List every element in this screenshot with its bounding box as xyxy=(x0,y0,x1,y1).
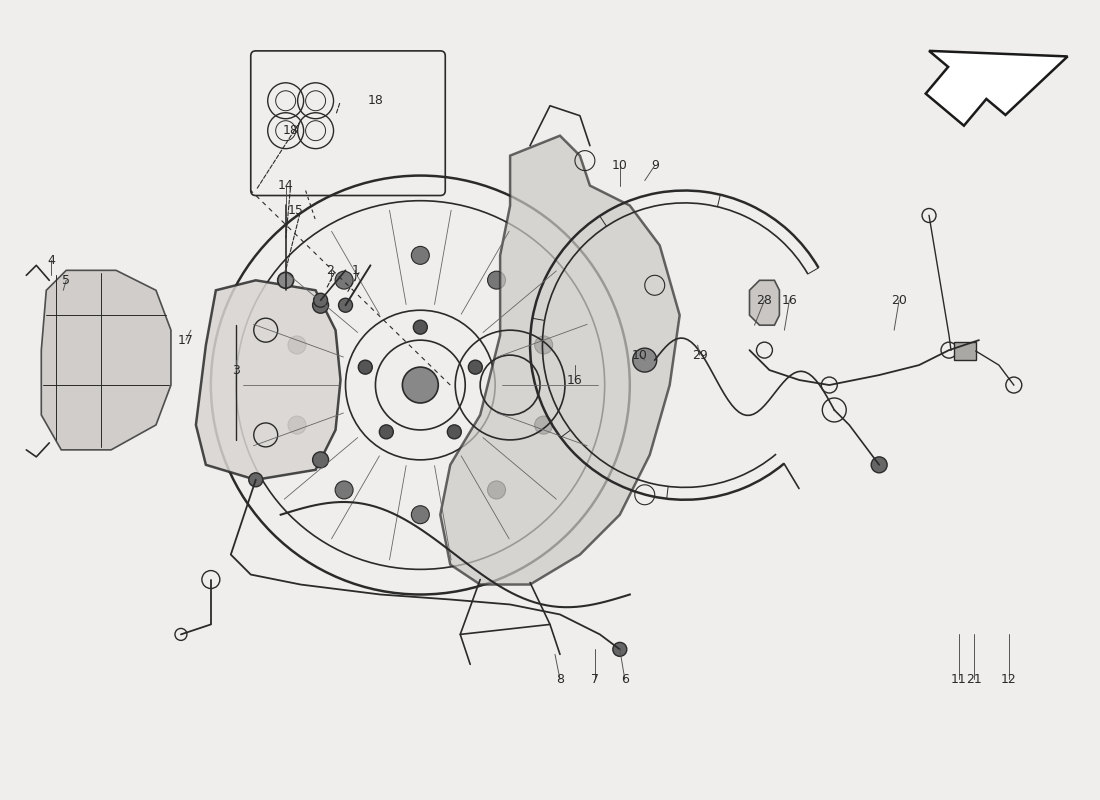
Circle shape xyxy=(312,298,329,314)
Circle shape xyxy=(448,425,461,439)
Text: 21: 21 xyxy=(966,673,982,686)
Circle shape xyxy=(411,246,429,264)
Circle shape xyxy=(249,473,263,486)
Polygon shape xyxy=(196,280,341,480)
Circle shape xyxy=(339,298,352,312)
Circle shape xyxy=(314,294,328,307)
Circle shape xyxy=(288,336,306,354)
Circle shape xyxy=(535,416,552,434)
Text: 14: 14 xyxy=(278,179,294,192)
Circle shape xyxy=(312,452,329,468)
Text: 29: 29 xyxy=(692,349,707,362)
Circle shape xyxy=(469,360,482,374)
Circle shape xyxy=(359,360,372,374)
Circle shape xyxy=(487,271,506,289)
Text: 5: 5 xyxy=(63,274,70,287)
Text: 17: 17 xyxy=(178,334,194,346)
Text: 15: 15 xyxy=(288,204,304,217)
Text: 3: 3 xyxy=(232,363,240,377)
Text: 9: 9 xyxy=(651,159,659,172)
Text: 20: 20 xyxy=(891,294,908,306)
Text: 12: 12 xyxy=(1001,673,1016,686)
Text: 7: 7 xyxy=(591,673,598,686)
Circle shape xyxy=(871,457,887,473)
Circle shape xyxy=(379,425,394,439)
Polygon shape xyxy=(749,280,780,325)
Polygon shape xyxy=(42,270,170,450)
Circle shape xyxy=(277,272,294,288)
Text: 16: 16 xyxy=(781,294,798,306)
Circle shape xyxy=(535,336,552,354)
Bar xyxy=(954,342,976,360)
Circle shape xyxy=(336,481,353,499)
Circle shape xyxy=(336,271,353,289)
Text: 2: 2 xyxy=(327,264,334,277)
Polygon shape xyxy=(440,136,680,585)
Text: 28: 28 xyxy=(757,294,772,306)
Text: 11: 11 xyxy=(952,673,967,686)
Circle shape xyxy=(613,642,627,656)
Text: 10: 10 xyxy=(612,159,628,172)
Text: 18: 18 xyxy=(283,124,298,137)
Text: 8: 8 xyxy=(556,673,564,686)
Text: 16: 16 xyxy=(568,374,583,386)
Polygon shape xyxy=(926,51,1068,126)
Text: 6: 6 xyxy=(620,673,629,686)
Circle shape xyxy=(403,367,438,403)
Text: 1: 1 xyxy=(352,264,360,277)
Text: 18: 18 xyxy=(367,94,384,107)
Text: 4: 4 xyxy=(47,254,55,267)
Circle shape xyxy=(288,416,306,434)
Circle shape xyxy=(487,481,506,499)
Circle shape xyxy=(411,506,429,524)
Circle shape xyxy=(414,320,427,334)
Circle shape xyxy=(632,348,657,372)
Text: 10: 10 xyxy=(631,349,648,362)
